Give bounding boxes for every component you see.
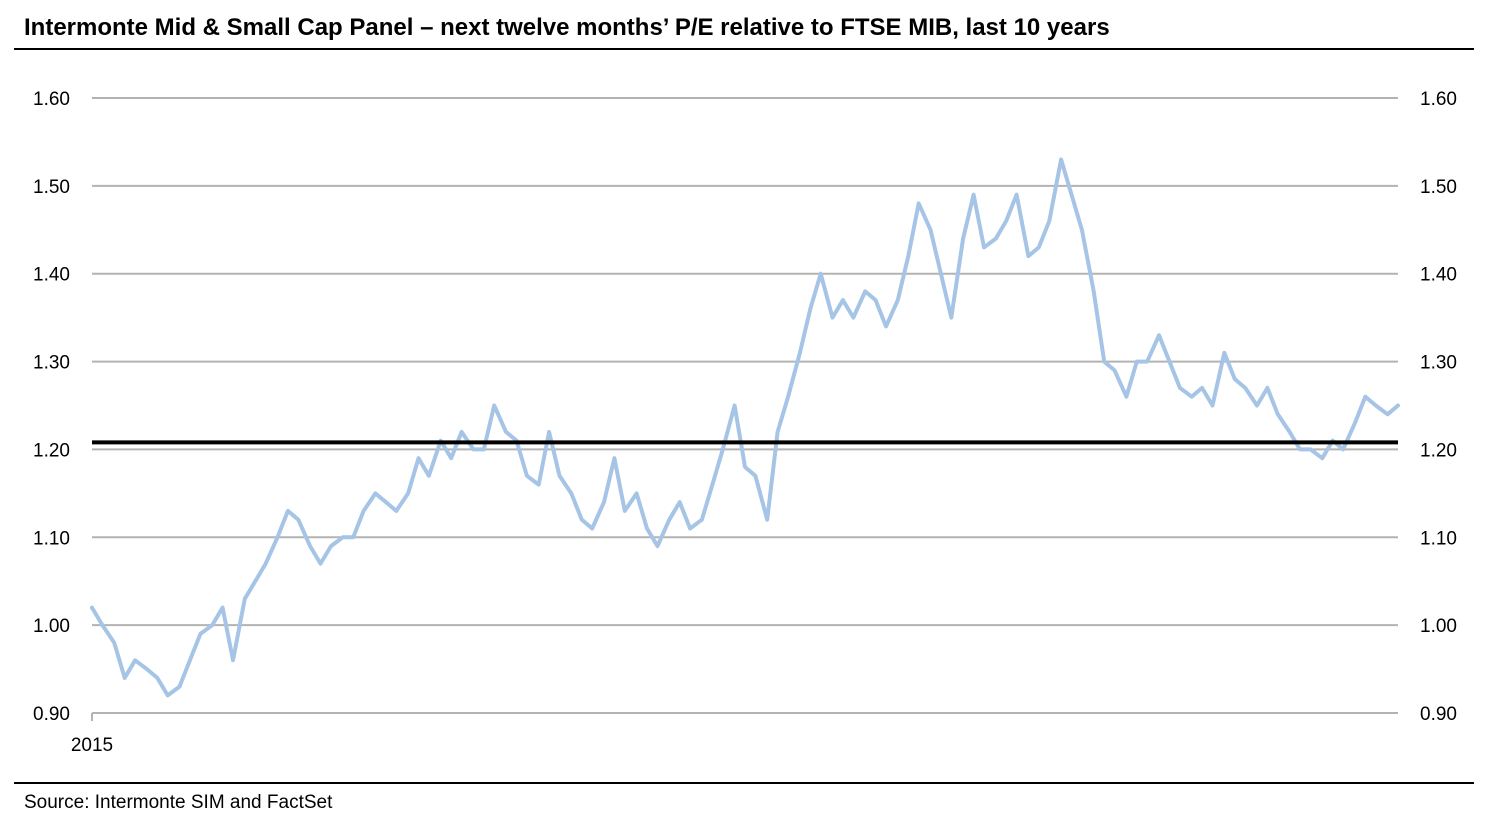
left-tick-label: 1.30: [33, 353, 70, 374]
right-axis-tick-labels: 0.90 1.00 1.10 1.20 1.30 1.40 1.50 1.60: [1420, 89, 1457, 725]
chart-title: Intermonte Mid & Small Cap Panel – next …: [24, 14, 1110, 41]
left-tick-label: 1.10: [33, 528, 70, 549]
right-tick-label: 1.60: [1420, 89, 1457, 110]
top-rule: [14, 48, 1474, 50]
left-axis-tick-labels: 0.90 1.00 1.10 1.20 1.30 1.40 1.50 1.60: [33, 89, 70, 725]
x-tick-label: 2015: [71, 735, 113, 756]
right-tick-label: 1.50: [1420, 177, 1457, 198]
left-tick-label: 1.20: [33, 440, 70, 461]
pe-line-chart: 0.90 1.00 1.10 1.20 1.30 1.40 1.50 1.60 0.90 1.0…: [33, 89, 1457, 756]
left-tick-label: 1.60: [33, 89, 70, 110]
left-tick-label: 0.90: [33, 704, 70, 725]
right-tick-label: 1.30: [1420, 353, 1457, 374]
left-tick-label: 1.00: [33, 616, 70, 637]
right-tick-label: 1.40: [1420, 265, 1457, 286]
right-tick-label: 1.20: [1420, 440, 1457, 461]
bottom-rule: [14, 782, 1474, 784]
grid-lines: [92, 97, 1398, 714]
left-tick-label: 1.50: [33, 177, 70, 198]
left-tick-label: 1.40: [33, 265, 70, 286]
right-tick-label: 1.00: [1420, 616, 1457, 637]
right-tick-label: 1.10: [1420, 528, 1457, 549]
source-note: Source: Intermonte SIM and FactSet: [24, 792, 333, 813]
series-line: [90, 157, 1400, 698]
x-axis: 2015: [71, 713, 113, 756]
right-tick-label: 0.90: [1420, 704, 1457, 725]
